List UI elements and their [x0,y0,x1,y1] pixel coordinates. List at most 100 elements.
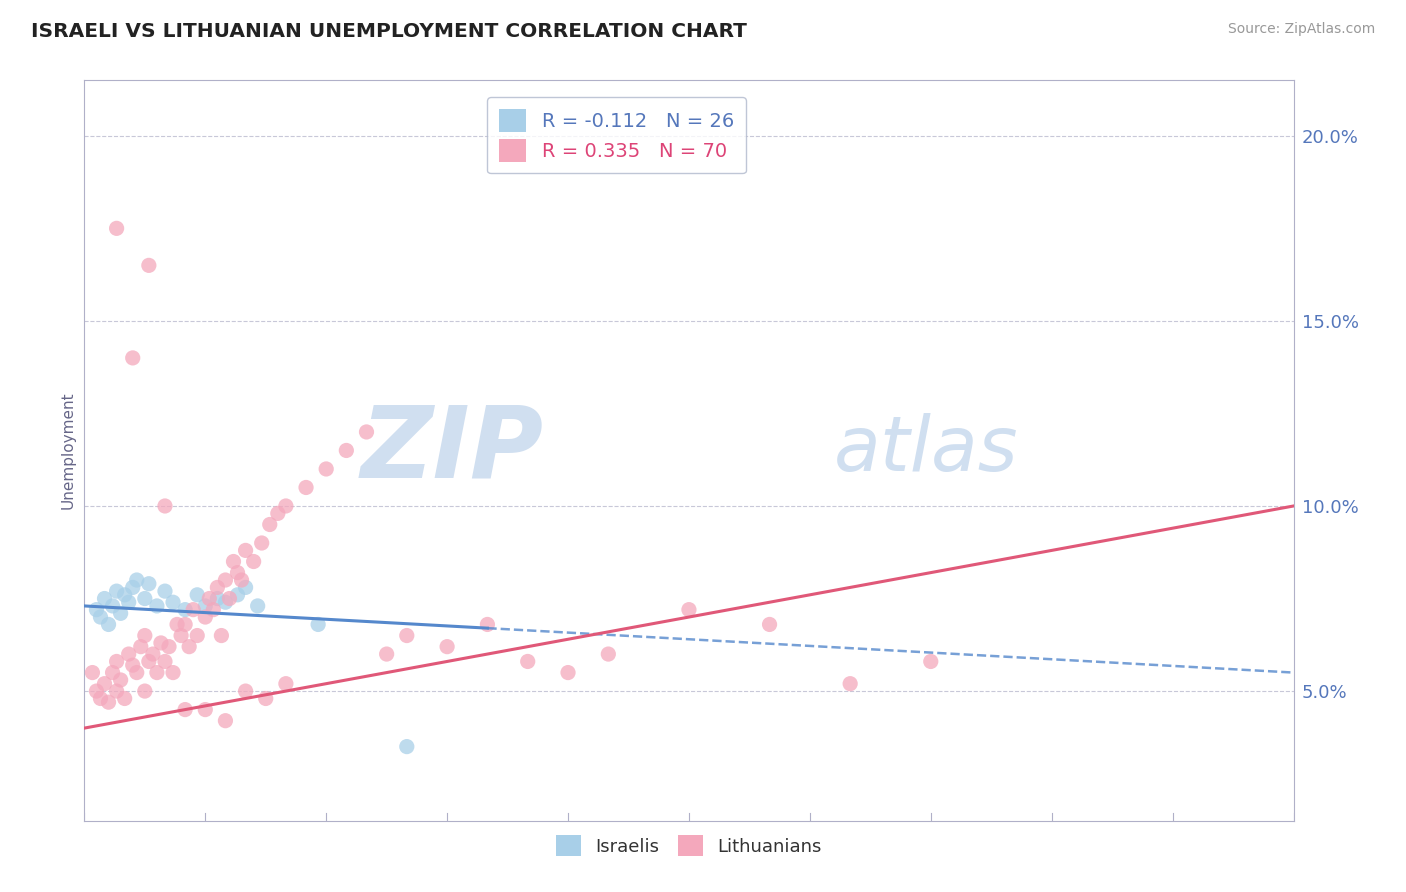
Point [214,714,236,728]
Point [121,581,143,595]
Point [149,636,172,650]
Point [121,351,143,365]
Point [254,691,277,706]
Point [246,599,269,613]
Point [134,628,156,642]
Point [170,628,193,642]
Y-axis label: Unemployment: Unemployment [60,392,76,509]
Point [174,703,197,717]
Point [214,573,236,587]
Point [105,584,128,599]
Point [226,566,249,580]
Point [198,591,221,606]
Point [153,499,176,513]
Point [242,554,264,569]
Point [235,684,257,698]
Point [477,617,499,632]
Point [125,573,148,587]
Point [186,588,208,602]
Point [162,665,184,680]
Point [758,617,780,632]
Text: ISRAELI VS LITHUANIAN UNEMPLOYMENT CORRELATION CHART: ISRAELI VS LITHUANIAN UNEMPLOYMENT CORRE… [31,22,747,41]
Point [235,543,257,558]
Point [162,595,184,609]
Point [114,691,136,706]
Point [557,665,579,680]
Point [146,665,169,680]
Point [395,628,418,642]
Point [101,665,124,680]
Point [110,673,132,687]
Point [174,602,197,616]
Point [295,480,318,494]
Point [118,647,141,661]
Point [97,617,120,632]
Point [274,676,297,690]
Point [86,684,108,698]
Text: Source: ZipAtlas.com: Source: ZipAtlas.com [1227,22,1375,37]
Text: atlas: atlas [834,414,1018,487]
Point [110,607,132,621]
Point [516,655,538,669]
Point [231,573,253,587]
Point [142,647,165,661]
Point [174,617,197,632]
Point [138,655,160,669]
Point [920,655,942,669]
Point [222,554,245,569]
Point [395,739,418,754]
Point [89,610,111,624]
Point [114,588,136,602]
Point [82,665,104,680]
Point [267,507,290,521]
Point [315,462,337,476]
Point [202,602,225,616]
Point [89,691,111,706]
Point [194,599,217,613]
Point [598,647,620,661]
Point [134,684,156,698]
Point [157,640,180,654]
Point [181,602,204,616]
Point [436,640,458,654]
Point [101,599,124,613]
Point [166,617,188,632]
Point [259,517,281,532]
Text: ZIP: ZIP [361,402,544,499]
Point [93,591,115,606]
Point [194,703,217,717]
Legend: Israelis, Lithuanians: Israelis, Lithuanians [548,828,830,863]
Point [146,599,169,613]
Point [138,259,160,273]
Point [209,628,232,642]
Point [226,588,249,602]
Point [274,499,297,513]
Point [134,591,156,606]
Point [179,640,201,654]
Point [235,581,257,595]
Point [207,591,229,606]
Point [125,665,148,680]
Point [218,591,240,606]
Point [194,610,217,624]
Point [307,617,329,632]
Point [138,576,160,591]
Point [105,684,128,698]
Point [335,443,357,458]
Point [118,595,141,609]
Point [93,676,115,690]
Point [129,640,152,654]
Point [153,655,176,669]
Point [121,658,143,673]
Point [105,221,128,235]
Point [678,602,700,616]
Point [186,628,208,642]
Point [375,647,398,661]
Point [97,695,120,709]
Point [153,584,176,599]
Point [105,655,128,669]
Point [214,595,236,609]
Point [356,425,378,439]
Point [250,536,273,550]
Point [207,581,229,595]
